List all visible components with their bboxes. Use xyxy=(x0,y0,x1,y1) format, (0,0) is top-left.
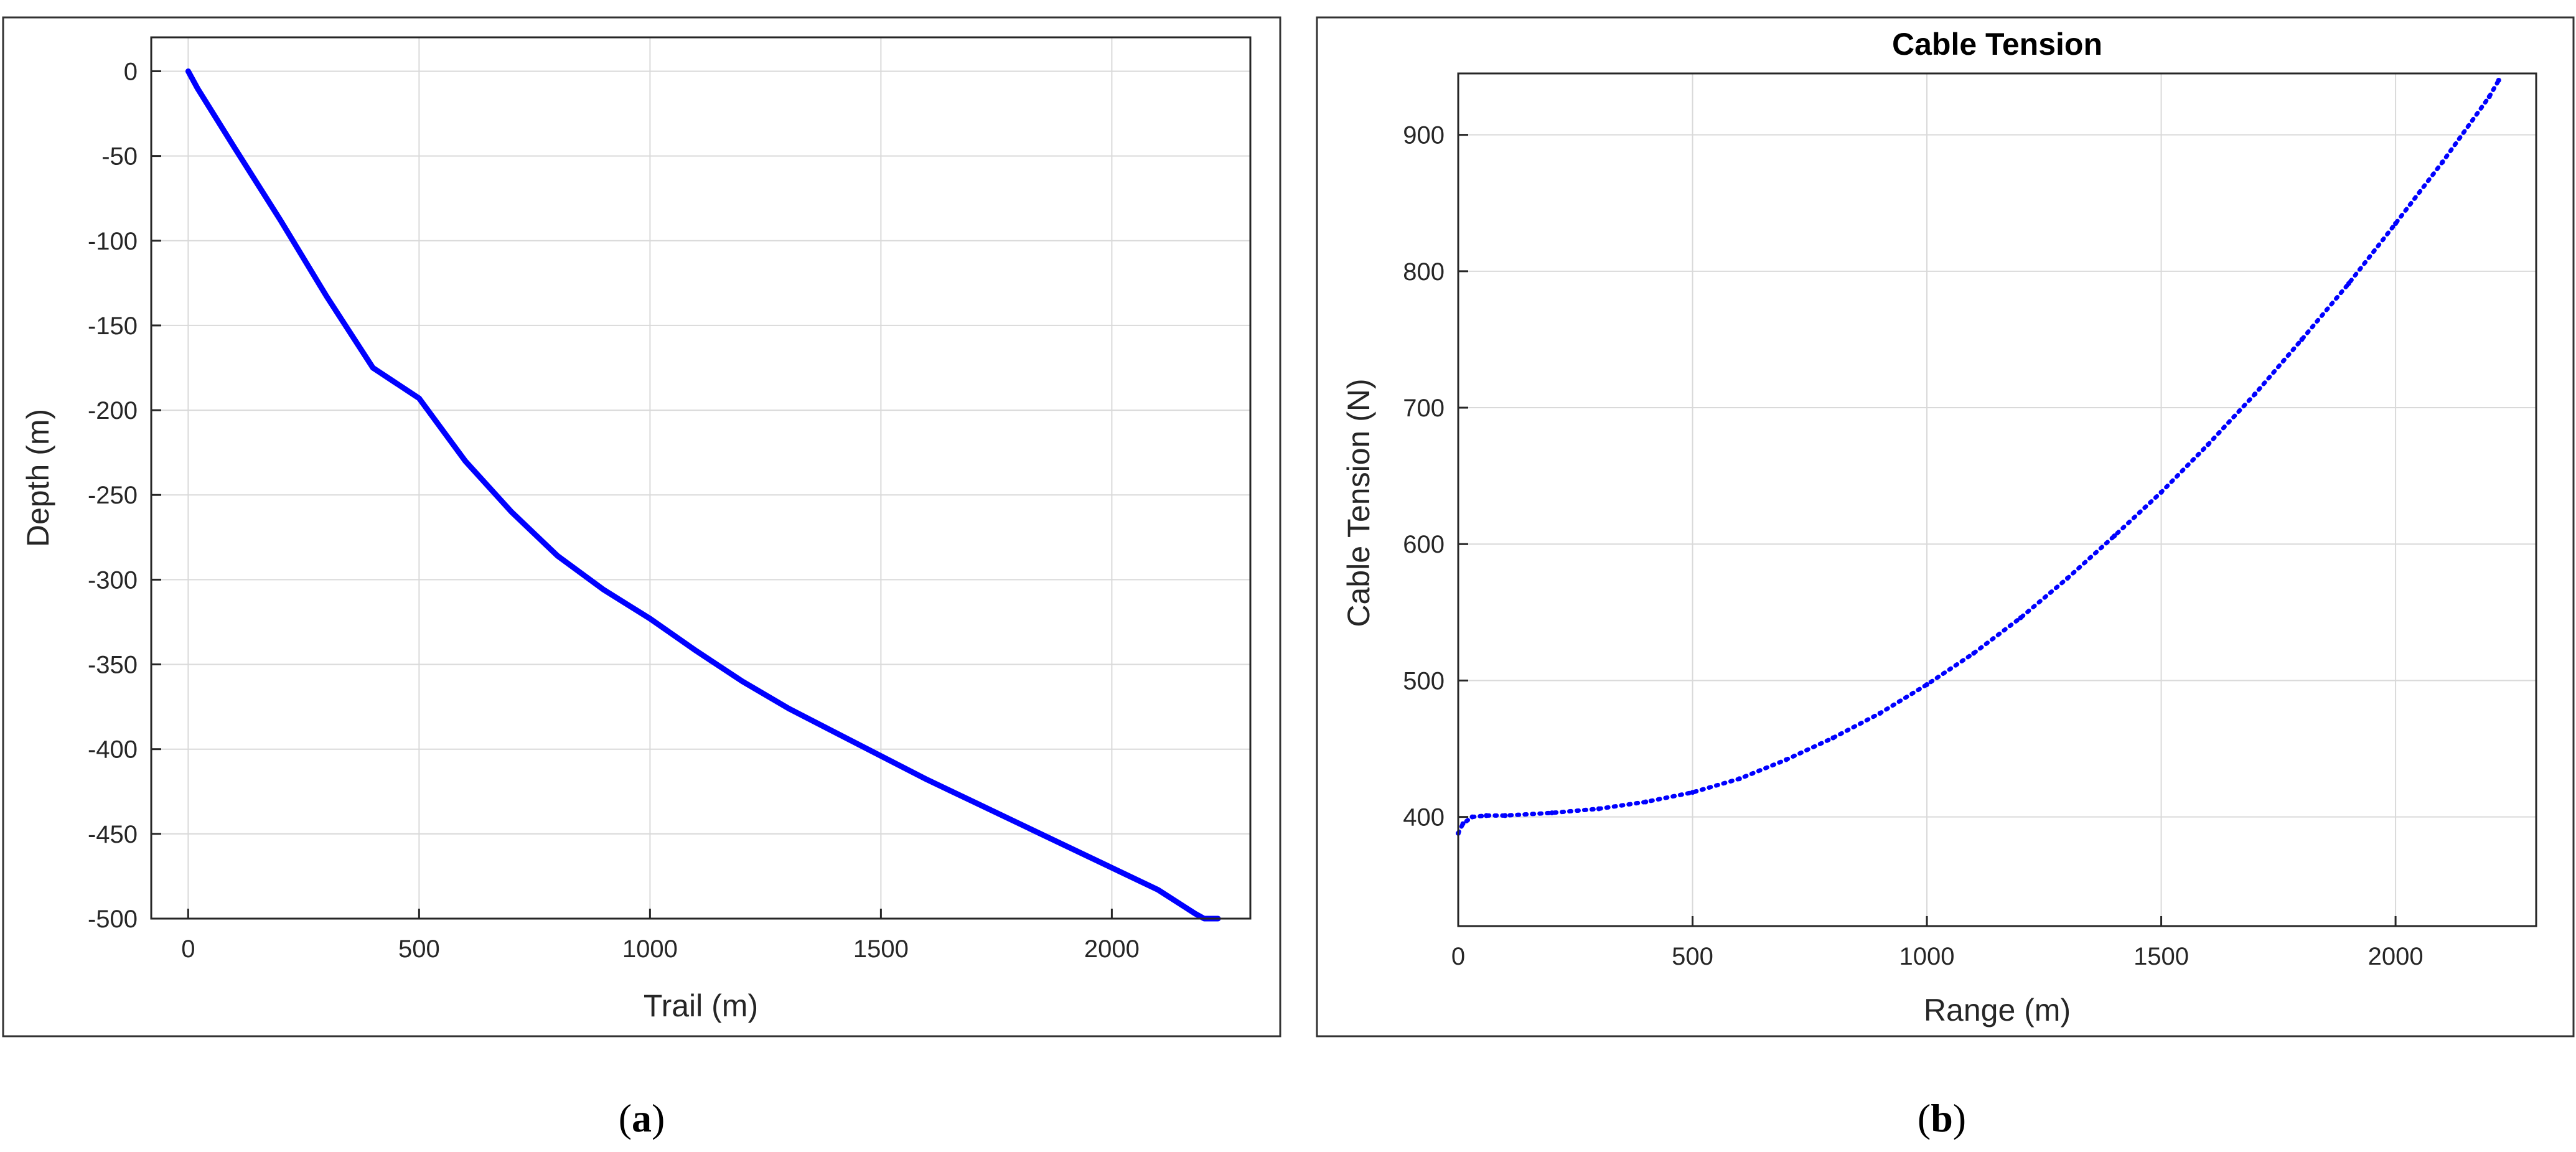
a-data-point xyxy=(195,85,200,91)
panel-a-ylabel: Depth (m) xyxy=(21,409,55,547)
a-data-point xyxy=(786,706,791,711)
a-data-point xyxy=(832,729,838,735)
a-data-point xyxy=(508,509,514,515)
b-data-point xyxy=(1971,650,1977,656)
b-data-point xyxy=(2112,533,2117,539)
panel-b-series xyxy=(1456,78,2501,836)
a-data-point xyxy=(232,145,237,150)
b-data-point xyxy=(1784,757,1789,762)
a-ytick-label: -500 xyxy=(88,906,138,933)
panel-a-grid xyxy=(151,37,1250,919)
b-xtick-label: 0 xyxy=(1451,943,1465,970)
b-data-point xyxy=(2205,442,2211,447)
b-data-point xyxy=(1643,799,1649,805)
a-data-point xyxy=(1109,865,1115,871)
a-ytick-label: -400 xyxy=(88,736,138,764)
b-ytick-label: 600 xyxy=(1403,531,1445,558)
a-ytick-label: -250 xyxy=(88,482,138,509)
a-data-point xyxy=(878,753,884,759)
a-data-point xyxy=(647,616,653,621)
panel-a: 0 500 1000 1500 2000 0 -50 -100 -150 -200 -250 -300… xyxy=(2,16,1281,1037)
a-xtick-label: 1000 xyxy=(622,935,678,963)
b-ytick-label: 400 xyxy=(1403,804,1445,831)
a-data-point xyxy=(555,553,560,559)
a-data-point xyxy=(693,648,699,653)
b-data-point xyxy=(1924,682,1929,687)
panel-a-ticks: 0 500 1000 1500 2000 0 -50 -100 -150 -200 -250 -300… xyxy=(88,58,1140,963)
b-data-point xyxy=(2252,391,2258,397)
a-data-point xyxy=(1155,887,1161,892)
a-ytick-label: -50 xyxy=(101,143,138,171)
a-data-point xyxy=(1017,821,1022,827)
a-ytick-label: -200 xyxy=(88,397,138,424)
b-xtick-label: 500 xyxy=(1672,943,1713,970)
a-data-point xyxy=(739,678,745,684)
a-ytick-label: -350 xyxy=(88,652,138,679)
b-ytick-label: 900 xyxy=(1403,122,1445,149)
a-data-point xyxy=(462,458,468,464)
panel-b: 0 500 1000 1500 2000 400 500 600 700 800 900 Cable… xyxy=(1316,16,2575,1037)
b-data-point xyxy=(1877,711,1883,716)
b-data-point xyxy=(1549,810,1555,816)
b-data-point xyxy=(2440,159,2445,165)
b-data-point xyxy=(2018,615,2023,620)
b-data-point xyxy=(2486,94,2492,100)
b-data-point xyxy=(1736,776,1742,782)
b-data-point xyxy=(1469,814,1475,820)
a-data-point xyxy=(970,799,976,805)
a-xtick-label: 2000 xyxy=(1084,935,1140,963)
b-data-point xyxy=(1690,790,1695,795)
b-ytick-label: 700 xyxy=(1403,395,1445,422)
caption-b-letter: b xyxy=(1931,1096,1953,1140)
b-data-point xyxy=(2346,281,2351,286)
a-ytick-label: 0 xyxy=(124,58,138,85)
a-data-point xyxy=(1063,843,1069,848)
b-xtick-label: 2000 xyxy=(2368,943,2424,970)
panel-b-xlabel: Range (m) xyxy=(1924,993,2071,1028)
b-xtick-label: 1000 xyxy=(1899,943,1955,970)
b-data-point xyxy=(2393,221,2399,227)
a-data-point xyxy=(370,365,376,370)
b-data-point xyxy=(2065,576,2070,581)
b-ytick-label: 800 xyxy=(1403,258,1445,286)
b-data-point xyxy=(2496,78,2501,83)
b-data-point xyxy=(1502,813,1508,818)
caption-b: (b) xyxy=(1918,1096,1966,1140)
a-data-point xyxy=(324,294,329,299)
a-xtick-label: 0 xyxy=(181,935,195,963)
a-data-point xyxy=(924,777,930,782)
caption-a: (a) xyxy=(619,1096,665,1140)
a-ytick-label: -450 xyxy=(88,821,138,848)
b-data-point xyxy=(1830,735,1836,741)
panel-b-axes-frame xyxy=(1457,72,2537,927)
b-xtick-label: 1500 xyxy=(2133,943,2189,970)
panel-a-series xyxy=(185,68,1221,922)
b-data-point xyxy=(2158,489,2164,495)
a-ytick-label: -150 xyxy=(88,312,138,340)
b-data-point xyxy=(2299,337,2305,342)
a-data-point xyxy=(416,396,422,401)
panel-b-border xyxy=(1316,16,2575,1037)
a-series-line xyxy=(185,68,1221,922)
a-data-point xyxy=(185,68,191,74)
panel-b-title: Cable Tension xyxy=(1892,27,2102,62)
a-ytick-label: -300 xyxy=(88,566,138,594)
b-data-point xyxy=(1484,813,1489,818)
panel-a-border xyxy=(2,16,1281,1037)
b-data-point xyxy=(1460,821,1466,827)
a-data-point xyxy=(601,587,607,592)
a-ytick-label: -100 xyxy=(88,228,138,255)
a-xtick-label: 1500 xyxy=(853,935,909,963)
a-data-point xyxy=(278,218,283,223)
a-xtick-label: 500 xyxy=(398,935,440,963)
caption-a-letter: a xyxy=(632,1096,652,1140)
panel-b-ticks: 0 500 1000 1500 2000 400 500 600 700 800 900 xyxy=(1403,122,2423,970)
panel-a-xlabel: Trail (m) xyxy=(644,988,758,1023)
panel-a-axes-frame xyxy=(150,36,1252,920)
panel-b-ylabel: Cable Tension (N) xyxy=(1341,378,1376,627)
a-data-point xyxy=(1192,911,1197,916)
b-ytick-label: 500 xyxy=(1403,667,1445,695)
b-data-point xyxy=(1596,806,1601,812)
